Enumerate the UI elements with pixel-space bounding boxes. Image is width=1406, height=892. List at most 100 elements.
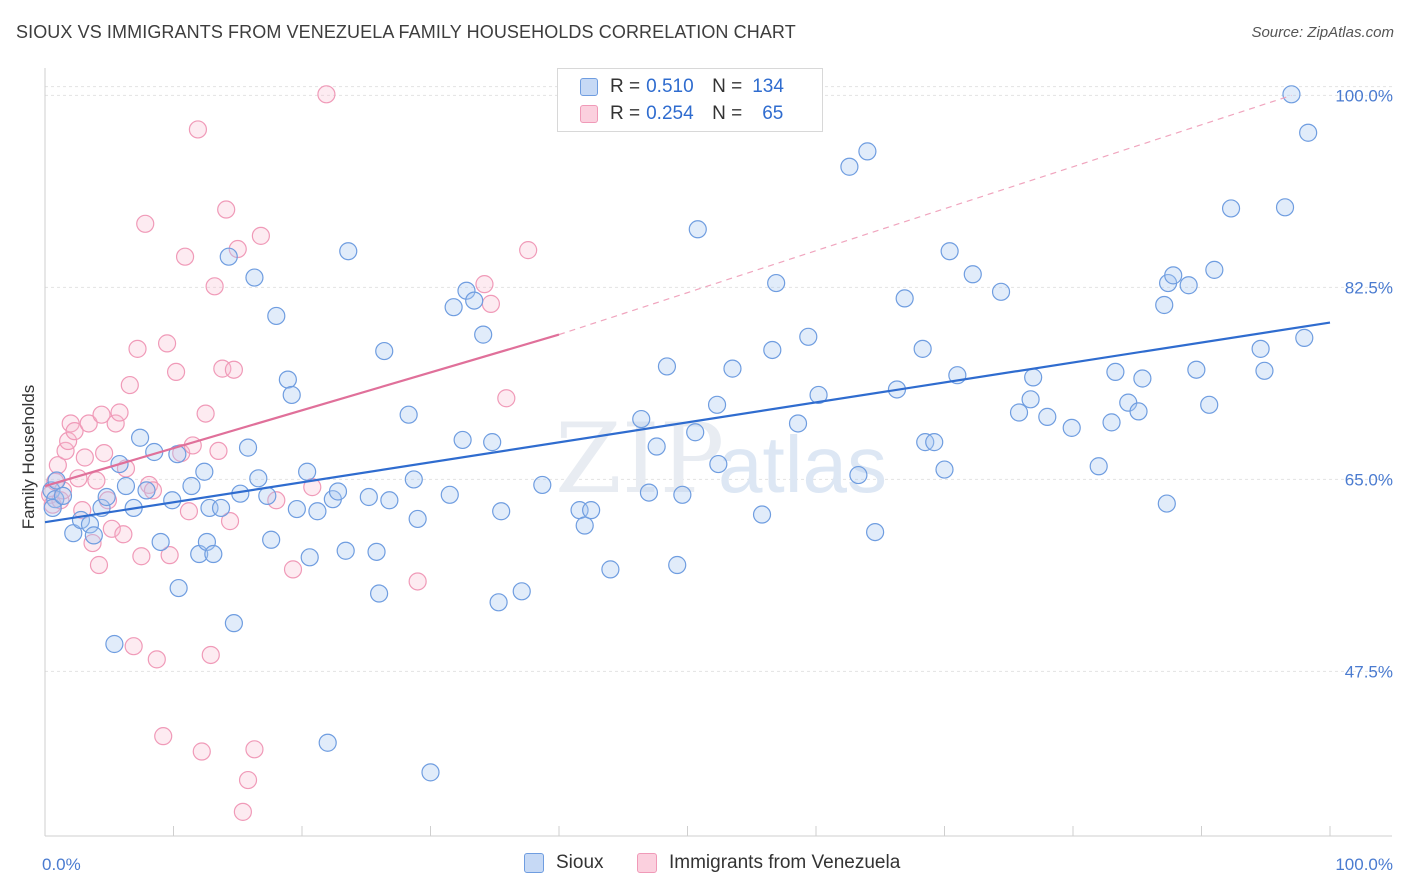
sioux-point-36	[262, 530, 281, 549]
sioux-point-24	[195, 462, 214, 481]
sioux-point-73	[601, 560, 620, 579]
venezuela-point-57	[283, 560, 303, 579]
sioux-point-83	[709, 454, 728, 474]
venezuela-point-44	[201, 645, 220, 665]
legend-row-venezuela: R = 0.254 N = 65	[580, 102, 783, 126]
venezuela-point-63	[519, 241, 538, 260]
venezuela-point-45	[205, 277, 224, 296]
trend-lines	[44, 94, 1331, 524]
sioux-point-71	[582, 501, 601, 520]
bottom-legend-label-sioux: Sioux	[556, 852, 604, 873]
sioux-point-21	[169, 578, 188, 598]
venezuela-point-38	[175, 247, 195, 266]
sioux-point-101	[940, 242, 959, 261]
tick-labels: 47.5% 65.0% 82.5% 100.0% 0.0% 100.0%	[42, 86, 1393, 874]
sioux-point-82	[707, 395, 727, 414]
sioux-point-77	[657, 357, 677, 376]
sioux-point-111	[1102, 413, 1121, 432]
venezuela-point-54	[245, 740, 264, 759]
sioux-point-29	[219, 247, 238, 266]
venezuela-point-7	[59, 431, 78, 451]
sioux-point-94	[866, 522, 885, 542]
sioux-point-52	[375, 341, 394, 361]
sioux-point-50	[367, 542, 386, 561]
sioux-point-70	[575, 516, 594, 535]
source-label: Source: ZipAtlas.com	[1251, 24, 1394, 41]
sioux-point-88	[788, 414, 808, 433]
venezuela-point-18	[95, 443, 114, 463]
sioux-point-62	[465, 291, 484, 310]
sioux-point-43	[308, 502, 327, 521]
venezuela-point-48	[217, 200, 236, 219]
x-tick-label-0: 0.0%	[42, 855, 81, 874]
sioux-point-40	[287, 499, 306, 519]
venezuela-point-39	[179, 502, 199, 521]
sioux-point-115	[1133, 369, 1152, 388]
sioux-point-13	[116, 476, 136, 496]
sioux-point-8	[84, 526, 103, 545]
sioux-point-105	[1009, 403, 1029, 422]
y-tick-label-1: 65.0%	[1345, 470, 1393, 489]
sioux-point-10	[97, 487, 116, 507]
sioux-point-75	[639, 483, 659, 502]
sioux-point-123	[1205, 260, 1224, 279]
venezuela-point-3	[48, 456, 67, 475]
venezuela-point-34	[157, 334, 177, 353]
sioux-point-22	[182, 476, 201, 496]
sioux-point-32	[238, 438, 258, 457]
venezuela-point-26	[124, 637, 143, 656]
venezuela-trend-extension	[558, 94, 1292, 336]
chart-title: SIOUX VS IMMIGRANTS FROM VENEZUELA FAMIL…	[16, 22, 796, 42]
venezuela-point-61	[481, 294, 500, 313]
legend-swatch-sioux	[580, 78, 598, 96]
sioux-point-127	[1275, 198, 1295, 217]
sioux-point-34	[249, 469, 268, 488]
bottom-legend-swatch-venezuela	[637, 853, 657, 873]
venezuela-point-50	[224, 360, 243, 379]
legend-r-label: R =	[610, 76, 641, 97]
venezuela-point-22	[110, 403, 129, 422]
gridlines	[45, 86, 1392, 672]
sioux-point-19	[163, 491, 182, 510]
sioux-point-112	[1106, 362, 1125, 382]
sioux-point-59	[444, 298, 463, 317]
sioux-point-33	[245, 268, 264, 287]
series-sioux-points	[42, 85, 1318, 782]
legend: R = 0.510 N = 134 R = 0.254 N = 65	[557, 68, 823, 132]
sioux-point-103	[963, 265, 982, 284]
venezuela-point-49	[220, 512, 240, 531]
sioux-trend-line	[44, 321, 1331, 524]
venezuela-point-17	[92, 405, 111, 424]
venezuela-point-32	[147, 650, 166, 669]
sioux-point-97	[913, 339, 932, 358]
bottom-legend: Sioux Immigrants from Venezuela	[0, 852, 1406, 876]
venezuela-point-33	[154, 727, 173, 746]
venezuela-point-43	[196, 404, 215, 423]
sioux-point-92	[849, 465, 868, 485]
venezuela-point-25	[120, 375, 139, 395]
sioux-point-118	[1164, 266, 1183, 285]
venezuela-point-59	[408, 572, 427, 591]
sioux-point-93	[858, 142, 877, 161]
legend-n-label: N =	[712, 76, 743, 97]
sioux-point-58	[440, 485, 459, 504]
venezuela-point-20	[102, 519, 121, 538]
sioux-point-63	[474, 325, 493, 344]
sioux-point-18	[151, 532, 170, 552]
bottom-legend-label-venezuela: Immigrants from Venezuela	[669, 852, 901, 873]
sioux-point-57	[421, 763, 440, 782]
sioux-point-51	[370, 584, 389, 603]
legend-r-value-venezuela: 0.254	[646, 103, 694, 124]
watermark: ZIP atlas	[555, 403, 887, 515]
sioux-point-41	[298, 462, 317, 481]
sioux-point-54	[399, 405, 418, 424]
sioux-point-119	[1157, 494, 1176, 513]
sioux-point-86	[763, 340, 782, 360]
venezuela-point-35	[160, 546, 179, 565]
sioux-point-124	[1221, 199, 1241, 218]
sioux-point-84	[723, 359, 742, 378]
sioux-point-4	[53, 486, 73, 505]
legend-r-value-sioux: 0.510	[646, 76, 694, 97]
sioux-point-114	[1129, 402, 1148, 421]
